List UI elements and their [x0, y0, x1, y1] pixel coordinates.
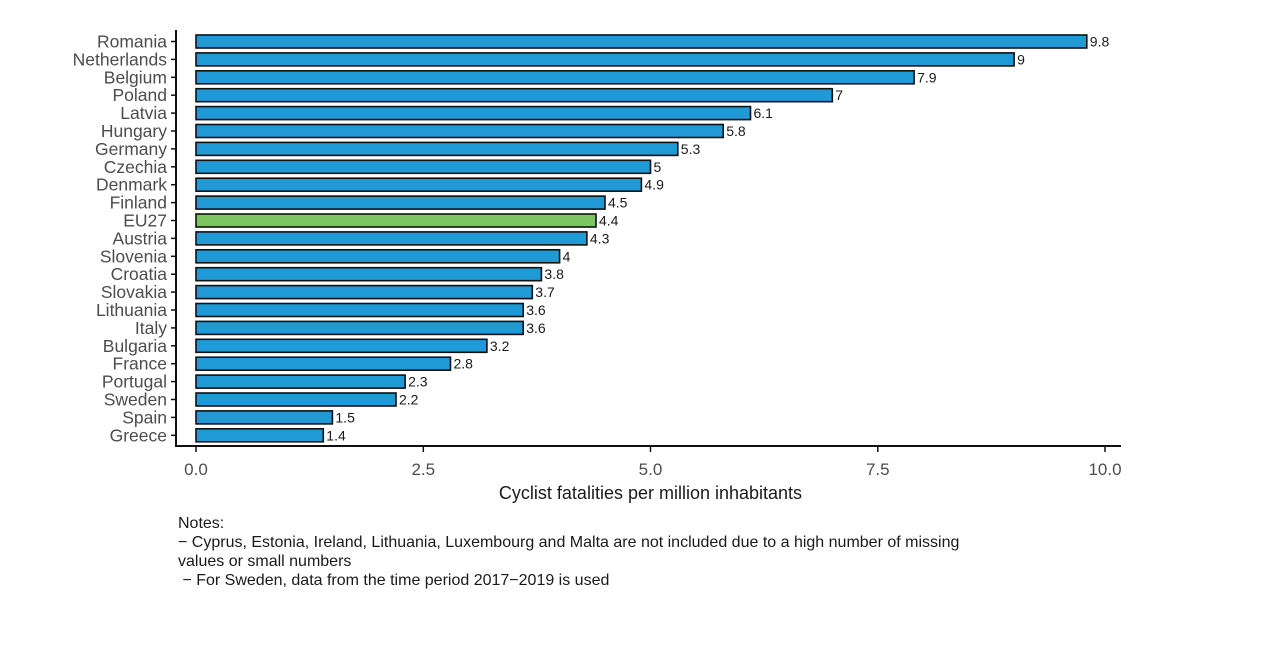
- value-label-belgium: 7.9: [917, 69, 937, 85]
- value-label-poland: 7: [835, 87, 843, 103]
- category-label-lithuania: Lithuania: [96, 300, 167, 320]
- x-tick-label: 7.5: [866, 460, 890, 479]
- bar-portugal: [195, 374, 406, 389]
- category-label-bulgaria: Bulgaria: [103, 336, 167, 356]
- bar-austria: [195, 231, 588, 246]
- value-label-slovakia: 3.7: [535, 284, 555, 300]
- x-tick-label: 5.0: [639, 460, 663, 479]
- bars-layer: [195, 34, 1088, 443]
- bar-finland: [195, 195, 606, 210]
- value-label-slovenia: 4: [563, 248, 571, 264]
- category-label-romania: Romania: [97, 32, 167, 52]
- category-label-poland: Poland: [113, 85, 168, 105]
- value-label-germany: 5.3: [681, 141, 701, 157]
- category-label-austria: Austria: [113, 228, 168, 248]
- bar-slovenia: [195, 249, 561, 264]
- notes: Notes: − Cyprus, Estonia, Ireland, Lithu…: [178, 514, 1138, 590]
- x-tick-label: 2.5: [411, 460, 435, 479]
- value-label-bulgaria: 3.2: [490, 338, 510, 354]
- bar-denmark: [195, 177, 643, 192]
- value-label-finland: 4.5: [608, 195, 628, 211]
- bar-germany: [195, 141, 679, 157]
- category-label-eu27: EU27: [123, 211, 167, 231]
- bar-lithuania: [195, 302, 525, 318]
- category-label-greece: Greece: [110, 425, 167, 445]
- bar-spain: [195, 410, 334, 425]
- bar-romania: [195, 34, 1088, 49]
- category-label-france: France: [113, 354, 167, 374]
- bar-bulgaria: [195, 338, 488, 354]
- bar-belgium: [195, 70, 915, 85]
- x-tick-label: 10.0: [1088, 460, 1121, 479]
- notes-line-2: values or small numbers: [178, 553, 352, 570]
- category-label-czechia: Czechia: [104, 157, 167, 177]
- category-label-hungary: Hungary: [101, 121, 167, 141]
- bar-sweden: [195, 392, 397, 407]
- category-label-netherlands: Netherlands: [73, 49, 168, 69]
- bar-hungary: [195, 123, 725, 139]
- value-label-portugal: 2.3: [408, 374, 428, 390]
- bar-latvia: [195, 105, 752, 121]
- bar-italy: [195, 320, 525, 336]
- category-label-slovenia: Slovenia: [100, 246, 167, 266]
- bar-poland: [195, 87, 834, 103]
- value-label-romania: 9.8: [1090, 34, 1110, 50]
- value-label-sweden: 2.2: [399, 392, 419, 408]
- category-label-finland: Finland: [110, 193, 167, 213]
- value-label-greece: 1.4: [326, 427, 346, 443]
- notes-line-1: − Cyprus, Estonia, Ireland, Lithuania, L…: [178, 534, 960, 551]
- value-label-croatia: 3.8: [544, 266, 564, 282]
- bar-slovakia: [195, 284, 534, 300]
- category-label-latvia: Latvia: [120, 103, 167, 123]
- bar-croatia: [195, 266, 543, 282]
- bar-chart: Romania 9.8 Netherlands 9 Belgium 7.9 Poland 7 L…: [73, 30, 1122, 503]
- category-label-spain: Spain: [122, 407, 167, 427]
- value-label-france: 2.8: [454, 356, 474, 372]
- category-label-italy: Italy: [135, 318, 167, 338]
- value-label-netherlands: 9: [1017, 51, 1025, 67]
- category-label-portugal: Portugal: [102, 372, 167, 392]
- value-label-czechia: 5: [654, 159, 662, 175]
- category-label-slovakia: Slovakia: [101, 282, 167, 302]
- value-label-austria: 4.3: [590, 230, 610, 246]
- category-label-sweden: Sweden: [104, 390, 167, 410]
- category-label-belgium: Belgium: [104, 67, 167, 87]
- value-label-hungary: 5.8: [726, 123, 746, 139]
- bar-eu27: [195, 213, 597, 228]
- bar-greece: [195, 427, 325, 443]
- category-label-germany: Germany: [95, 139, 167, 159]
- value-label-lithuania: 3.6: [526, 302, 546, 318]
- value-label-italy: 3.6: [526, 320, 546, 336]
- x-axis-title: Cyclist fatalities per million inhabitan…: [499, 483, 802, 503]
- category-label-croatia: Croatia: [111, 264, 168, 284]
- value-label-denmark: 4.9: [644, 177, 664, 193]
- bar-netherlands: [195, 52, 1015, 67]
- x-tick-label: 0.0: [184, 460, 208, 479]
- notes-line-3: − For Sweden, data from the time period …: [178, 572, 610, 589]
- notes-heading: Notes:: [178, 515, 225, 532]
- category-label-denmark: Denmark: [96, 175, 167, 195]
- x-ticks-layer: 0.0 2.5 5.0 7.5 10.0: [184, 446, 1122, 479]
- value-label-latvia: 6.1: [754, 105, 774, 121]
- labels-layer: Romania 9.8 Netherlands 9 Belgium 7.9 Poland 7 L…: [73, 32, 1110, 446]
- value-label-spain: 1.5: [335, 409, 355, 425]
- bar-france: [195, 356, 452, 372]
- value-label-eu27: 4.4: [599, 213, 619, 229]
- bar-czechia: [195, 159, 652, 175]
